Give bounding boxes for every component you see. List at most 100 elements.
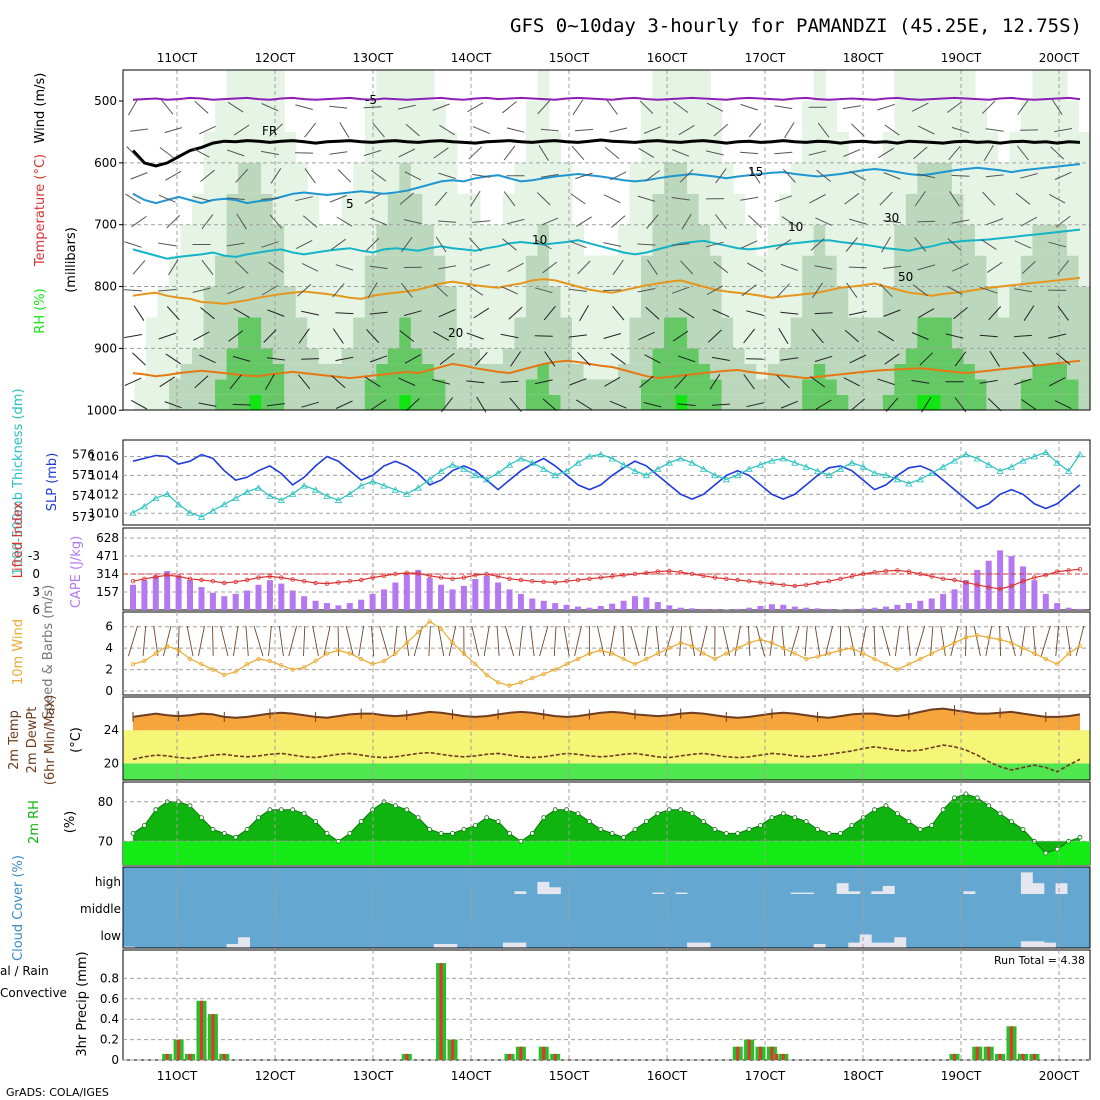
rh2m-point [701,819,706,824]
thickness-point [460,465,468,472]
wind-barb [302,215,318,228]
wind-barb [782,168,796,183]
rh-cell [410,394,423,410]
rh-cell [974,131,987,163]
rh-cell [641,131,654,163]
wind-barb [774,195,793,203]
rh-cell [1044,363,1057,380]
cloud-bar [123,946,135,948]
wind-speed-point [416,629,421,635]
rh-cell [410,348,423,364]
rh-cell [848,379,861,395]
precip-y-tick: 0 [111,1053,119,1067]
wind-barb [707,329,722,343]
precip-y-tick: 0.4 [100,1012,119,1026]
rh-cell [940,286,953,318]
rh-cell [134,379,147,395]
wind-barb [842,105,861,110]
wind-speed-point [473,662,478,667]
precip-convective-bar [747,1039,751,1060]
rh-cell [917,317,930,349]
wind-speed-point [210,667,216,672]
rh-cell [997,379,1010,395]
thickness-point [243,488,251,495]
rh-cell [169,363,182,380]
rh-cell [882,162,895,194]
rh-cell [779,224,792,256]
rh-cell [307,193,320,225]
wind-speed-point [290,667,295,672]
rh-cell [641,162,654,194]
rh-cell [203,131,216,163]
wind-barb [434,283,448,297]
wind-barb [226,242,245,247]
wind-speed-point [940,645,946,651]
rh2m-point [644,819,649,824]
rh-cell [203,193,216,225]
wind-barb [883,172,901,180]
cape-bar [928,598,935,610]
wind-barb [815,217,832,226]
wind-barb-10m [985,625,993,657]
rh-cell [836,317,849,349]
wind-barb-10m [142,625,147,657]
rh-cell [767,348,780,364]
rh2m-point [484,815,490,820]
wind-barb [1055,215,1071,228]
rh-cell [951,317,964,349]
cape-bar [871,607,878,610]
rh-cell [618,379,631,395]
rh-cell [318,286,331,318]
wind-barb [918,308,935,319]
wind-barb [776,283,790,298]
cape-bar [358,599,365,610]
rh-cell [514,394,527,410]
wind-barb [201,259,214,275]
cape-bar [951,589,958,610]
wind-barb [295,239,313,250]
rh-cell [226,162,239,194]
rh-cell [318,317,331,349]
wind-barb-10m [915,625,926,657]
rh-cell [1078,193,1091,225]
rh-cell [859,255,872,287]
rh-cell [974,286,987,318]
rh-cell [595,394,608,410]
wind-barb [715,168,727,184]
wind-barb [1022,260,1036,274]
lifted-index-point [347,579,352,584]
wind-speed-point [244,662,250,667]
rh-cell [433,131,446,163]
rh2m-point [906,819,912,824]
wind-barb [705,150,724,156]
rh-cell [917,101,930,132]
rh-cell [180,317,193,349]
rh-cell [1009,286,1022,318]
rh-cell [733,317,746,349]
wind-barb [911,332,929,340]
wind-barb [679,169,694,183]
cape-bar [894,604,901,610]
wind-barb [678,307,695,319]
thickness-point [414,484,422,491]
rh-cell [986,286,999,318]
rh-cell [813,379,826,395]
wind-barb [816,169,831,182]
rh-cell [756,348,769,364]
thickness-point [357,482,365,489]
rh-cell [813,101,826,132]
wind-barb [672,286,690,294]
lifted-index-point [359,577,364,583]
lifted-index-point [575,577,581,583]
wind-barb [644,170,660,182]
thickness-point [334,496,343,504]
wind-barb [158,332,176,340]
rh2m-point [221,831,227,836]
thickness-point [619,461,628,468]
rh-cell [468,255,481,287]
wind-barb-10m [699,625,708,657]
rh-cell [157,363,170,380]
rh2m-point [838,831,843,836]
lifted-index-point [427,573,432,578]
wind-speed-point [906,662,912,667]
